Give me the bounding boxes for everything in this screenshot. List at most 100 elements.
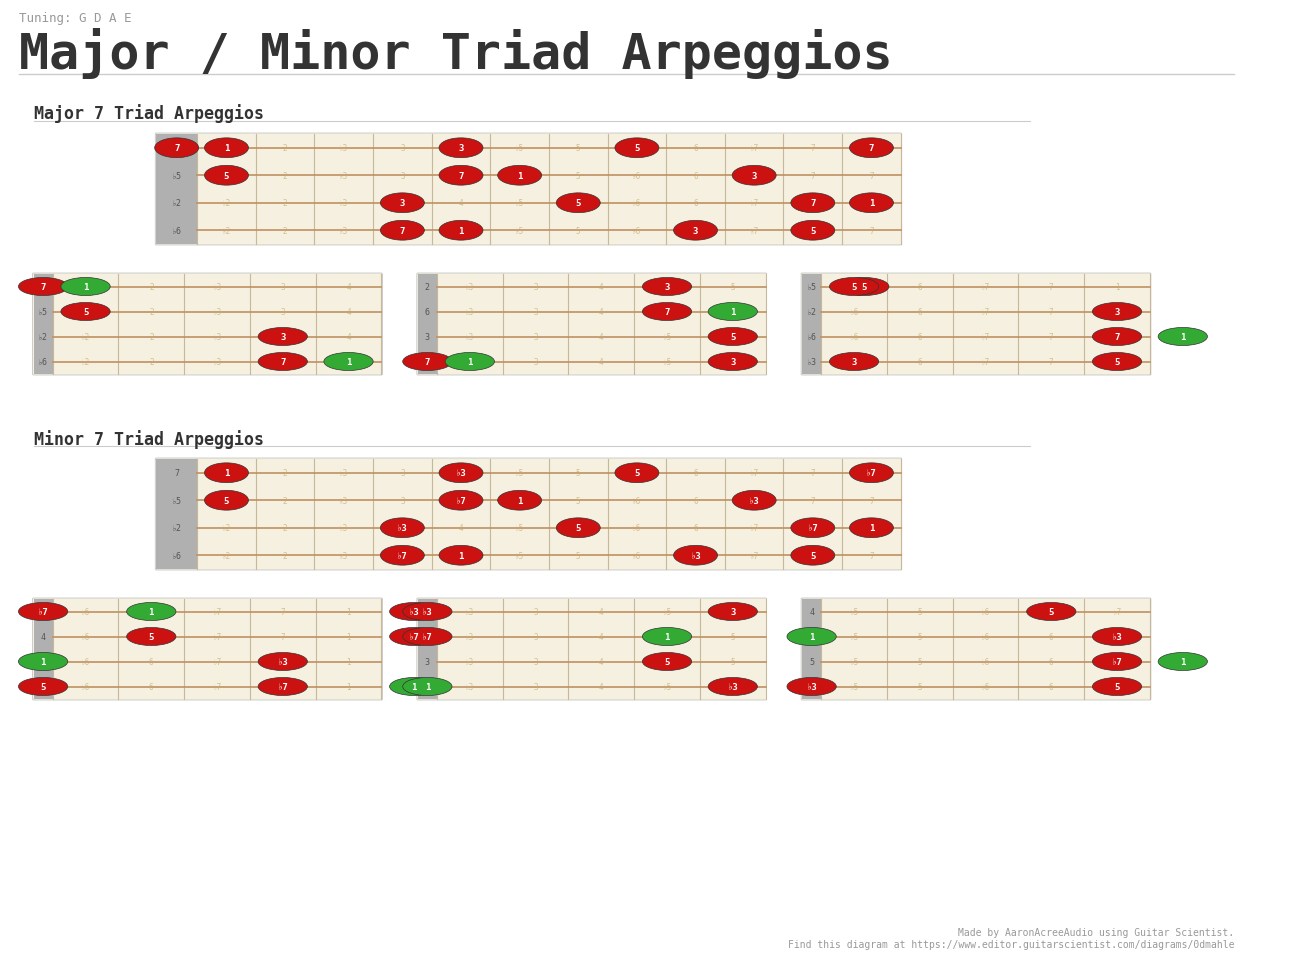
Text: ♭5: ♭5 xyxy=(849,682,858,692)
Text: 2: 2 xyxy=(283,144,288,153)
FancyBboxPatch shape xyxy=(156,134,901,246)
Text: 7: 7 xyxy=(280,682,285,692)
FancyBboxPatch shape xyxy=(156,458,901,571)
Text: 5: 5 xyxy=(576,144,581,153)
Text: ♭3: ♭3 xyxy=(806,682,818,692)
Ellipse shape xyxy=(1158,653,1207,671)
Text: 3: 3 xyxy=(400,172,404,181)
Text: ♭6: ♭6 xyxy=(849,308,858,317)
Ellipse shape xyxy=(18,653,68,671)
Text: 4: 4 xyxy=(459,469,463,478)
Text: ♭2: ♭2 xyxy=(222,551,232,560)
Text: ♭2: ♭2 xyxy=(81,332,90,342)
Text: ♭6: ♭6 xyxy=(849,282,858,292)
Text: ♭7: ♭7 xyxy=(212,608,221,616)
Text: ♭3: ♭3 xyxy=(277,658,288,666)
FancyBboxPatch shape xyxy=(417,275,437,374)
Text: Major 7 Triad Arpeggios: Major 7 Triad Arpeggios xyxy=(34,104,263,123)
Text: 3: 3 xyxy=(400,199,405,208)
Ellipse shape xyxy=(390,678,439,696)
Text: ♭6: ♭6 xyxy=(807,332,816,342)
Text: 4: 4 xyxy=(347,358,351,366)
Ellipse shape xyxy=(258,678,307,696)
Text: 2: 2 xyxy=(283,496,288,505)
Text: 1: 1 xyxy=(467,358,472,366)
Text: 5: 5 xyxy=(730,608,735,616)
Text: ♭3: ♭3 xyxy=(466,632,475,641)
Text: 2: 2 xyxy=(283,469,288,478)
Text: ♭5: ♭5 xyxy=(662,608,671,616)
Ellipse shape xyxy=(849,139,893,158)
Text: 3: 3 xyxy=(400,469,404,478)
Text: 5: 5 xyxy=(1114,682,1120,692)
Text: 5: 5 xyxy=(576,199,581,208)
FancyBboxPatch shape xyxy=(34,275,52,374)
Text: 6: 6 xyxy=(1049,658,1054,666)
Text: 4: 4 xyxy=(599,658,603,666)
Text: 3: 3 xyxy=(425,658,430,666)
Text: 7: 7 xyxy=(869,227,874,235)
Ellipse shape xyxy=(829,278,879,296)
Text: 5: 5 xyxy=(917,632,922,641)
Text: 2: 2 xyxy=(149,358,153,366)
Ellipse shape xyxy=(439,166,483,186)
FancyBboxPatch shape xyxy=(156,459,198,570)
Text: ♭6: ♭6 xyxy=(632,524,641,532)
Text: 5: 5 xyxy=(576,469,581,478)
Text: 4: 4 xyxy=(347,308,351,317)
Text: ♭6: ♭6 xyxy=(632,172,641,181)
Ellipse shape xyxy=(642,278,692,296)
Text: 1: 1 xyxy=(808,632,815,641)
FancyBboxPatch shape xyxy=(33,274,382,375)
Text: ♭5: ♭5 xyxy=(662,358,671,366)
Text: ♭5: ♭5 xyxy=(515,227,525,235)
Text: 5: 5 xyxy=(41,682,46,692)
Text: 5: 5 xyxy=(917,658,922,666)
Text: 4: 4 xyxy=(459,496,463,505)
Text: ♭7: ♭7 xyxy=(749,172,759,181)
Text: ♭5: ♭5 xyxy=(515,524,525,532)
Ellipse shape xyxy=(18,678,68,696)
Text: ♭7: ♭7 xyxy=(1112,658,1122,666)
Ellipse shape xyxy=(258,653,307,671)
Text: 2: 2 xyxy=(425,282,430,292)
Ellipse shape xyxy=(849,193,893,213)
FancyBboxPatch shape xyxy=(800,598,1151,701)
Text: 1: 1 xyxy=(82,282,88,292)
Text: 4: 4 xyxy=(599,308,603,317)
Ellipse shape xyxy=(791,221,835,241)
Text: 5: 5 xyxy=(862,282,867,292)
Text: 4: 4 xyxy=(599,682,603,692)
Text: 1: 1 xyxy=(810,632,814,641)
Text: Major / Minor Triad Arpeggios: Major / Minor Triad Arpeggios xyxy=(20,28,893,79)
Text: 5: 5 xyxy=(1114,358,1120,366)
Text: 3: 3 xyxy=(280,332,285,342)
Text: 7: 7 xyxy=(425,358,430,366)
Text: 3: 3 xyxy=(280,332,285,342)
Text: 3: 3 xyxy=(534,632,538,641)
Text: ♭5: ♭5 xyxy=(515,469,525,478)
Ellipse shape xyxy=(1092,628,1142,646)
Text: ♭3: ♭3 xyxy=(422,608,433,616)
Text: ♭2: ♭2 xyxy=(222,227,232,235)
Ellipse shape xyxy=(204,166,249,186)
Text: ♭5: ♭5 xyxy=(515,496,525,505)
Text: 1: 1 xyxy=(1114,282,1120,292)
Text: 7: 7 xyxy=(41,282,46,292)
Text: 1: 1 xyxy=(347,632,351,641)
Text: ♭3: ♭3 xyxy=(466,682,475,692)
Text: 6: 6 xyxy=(149,632,153,641)
Text: 5: 5 xyxy=(1049,608,1054,616)
Text: 7: 7 xyxy=(664,308,670,317)
Text: 3: 3 xyxy=(1114,308,1120,317)
Ellipse shape xyxy=(61,303,110,321)
Ellipse shape xyxy=(403,678,453,696)
FancyBboxPatch shape xyxy=(34,599,52,700)
Text: 2: 2 xyxy=(283,227,288,235)
Text: 6: 6 xyxy=(1049,608,1054,616)
FancyBboxPatch shape xyxy=(33,598,382,701)
Text: 7: 7 xyxy=(41,282,46,292)
Text: 4: 4 xyxy=(599,282,603,292)
Text: ♭7: ♭7 xyxy=(749,551,759,560)
Text: ♭2: ♭2 xyxy=(807,308,816,317)
